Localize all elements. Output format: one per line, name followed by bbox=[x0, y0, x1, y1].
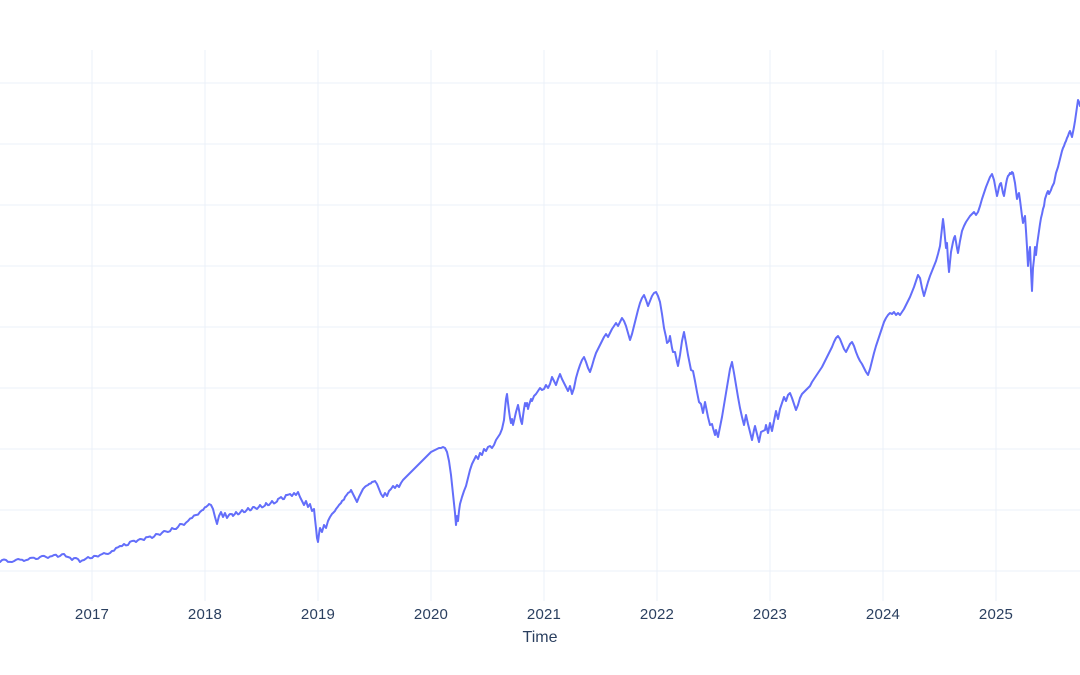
x-axis-title: Time bbox=[522, 629, 558, 646]
price-line-series bbox=[0, 99, 1080, 563]
gridlines bbox=[0, 50, 1080, 601]
